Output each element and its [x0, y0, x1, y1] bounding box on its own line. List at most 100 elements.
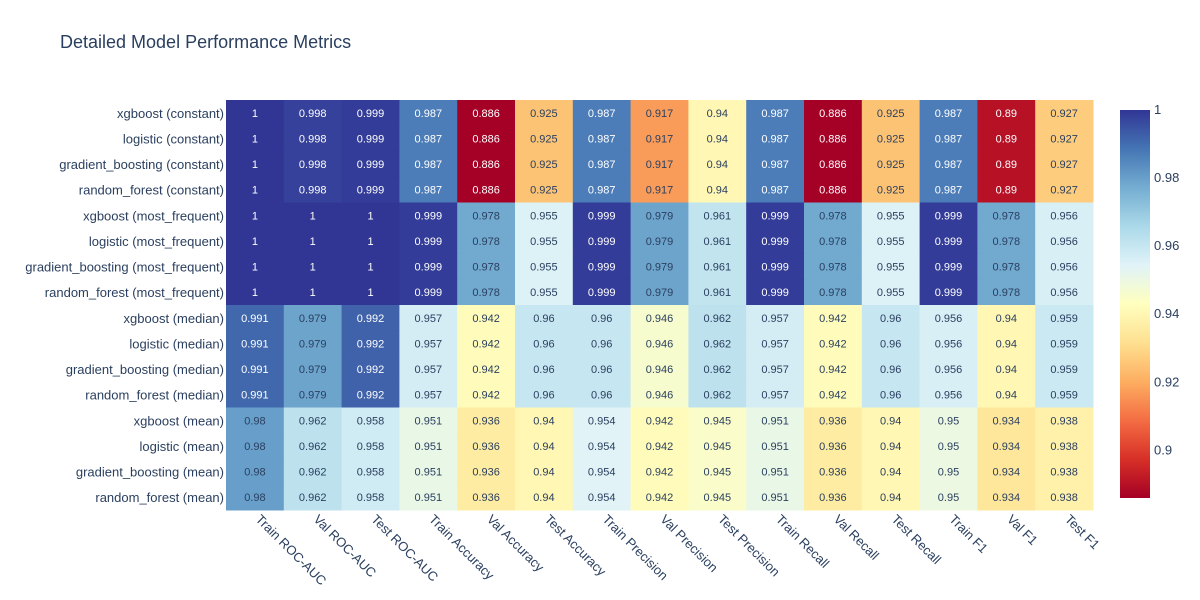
- heatmap-cell[interactable]: [919, 407, 978, 434]
- heatmap-cell[interactable]: [283, 228, 343, 255]
- heatmap-cell[interactable]: [1035, 433, 1094, 460]
- heatmap-cell[interactable]: [861, 176, 921, 203]
- heatmap-cell[interactable]: [341, 305, 400, 332]
- heatmap-cell[interactable]: [515, 279, 574, 306]
- heatmap-cell[interactable]: [515, 484, 574, 511]
- heatmap-cell[interactable]: [804, 433, 863, 460]
- heatmap-cell[interactable]: [630, 100, 689, 127]
- heatmap-cell[interactable]: [572, 381, 632, 408]
- heatmap-cell[interactable]: [746, 381, 805, 408]
- heatmap-cell[interactable]: [746, 228, 805, 255]
- heatmap-cell[interactable]: [572, 228, 632, 255]
- heatmap-cell[interactable]: [341, 407, 400, 434]
- heatmap-cell[interactable]: [977, 330, 1036, 357]
- heatmap-cell[interactable]: [341, 228, 400, 255]
- heatmap-cell[interactable]: [804, 176, 863, 203]
- heatmap-cell[interactable]: [572, 458, 632, 485]
- heatmap-cell[interactable]: [341, 279, 400, 306]
- heatmap-cell[interactable]: [977, 202, 1036, 229]
- heatmap-cell[interactable]: [457, 458, 516, 485]
- heatmap-cell[interactable]: [283, 100, 343, 127]
- heatmap-cell[interactable]: [804, 356, 863, 383]
- heatmap-cell[interactable]: [630, 125, 689, 152]
- heatmap-cell[interactable]: [919, 356, 978, 383]
- heatmap-cell[interactable]: [572, 356, 632, 383]
- heatmap-cell[interactable]: [399, 433, 458, 460]
- heatmap-cell[interactable]: [746, 330, 805, 357]
- heatmap-cell[interactable]: [977, 279, 1036, 306]
- heatmap-cell[interactable]: [515, 407, 574, 434]
- heatmap-cell[interactable]: [572, 484, 632, 511]
- heatmap-cell[interactable]: [226, 279, 285, 306]
- heatmap-cell[interactable]: [283, 176, 343, 203]
- heatmap-cell[interactable]: [457, 484, 516, 511]
- heatmap-cell[interactable]: [688, 407, 747, 434]
- heatmap-cell[interactable]: [861, 151, 921, 178]
- heatmap-cell[interactable]: [572, 125, 632, 152]
- heatmap-cell[interactable]: [283, 407, 343, 434]
- heatmap-cell[interactable]: [399, 228, 458, 255]
- heatmap-cell[interactable]: [1035, 458, 1094, 485]
- heatmap-cell[interactable]: [226, 381, 285, 408]
- heatmap-cell[interactable]: [341, 381, 400, 408]
- heatmap-cell[interactable]: [1035, 381, 1094, 408]
- heatmap-cell[interactable]: [226, 330, 285, 357]
- heatmap-cell[interactable]: [977, 305, 1036, 332]
- heatmap-cell[interactable]: [977, 484, 1036, 511]
- heatmap-cell[interactable]: [226, 176, 285, 203]
- heatmap-cell[interactable]: [515, 228, 574, 255]
- heatmap-cell[interactable]: [515, 151, 574, 178]
- heatmap-cell[interactable]: [457, 202, 516, 229]
- heatmap-cell[interactable]: [515, 330, 574, 357]
- heatmap-cell[interactable]: [1035, 407, 1094, 434]
- heatmap-cell[interactable]: [515, 356, 574, 383]
- heatmap-cell[interactable]: [688, 125, 747, 152]
- heatmap-cell[interactable]: [804, 279, 863, 306]
- heatmap-cell[interactable]: [283, 433, 343, 460]
- heatmap-cell[interactable]: [515, 176, 574, 203]
- heatmap-cell[interactable]: [399, 176, 458, 203]
- heatmap-cell[interactable]: [630, 356, 689, 383]
- heatmap-cell[interactable]: [630, 458, 689, 485]
- heatmap-cell[interactable]: [457, 125, 516, 152]
- heatmap-cell[interactable]: [341, 202, 400, 229]
- heatmap-cell[interactable]: [399, 407, 458, 434]
- heatmap-cell[interactable]: [977, 433, 1036, 460]
- heatmap-cell[interactable]: [688, 202, 747, 229]
- heatmap-cell[interactable]: [919, 458, 978, 485]
- heatmap-cell[interactable]: [746, 407, 805, 434]
- heatmap-cell[interactable]: [457, 356, 516, 383]
- heatmap-cell[interactable]: [457, 176, 516, 203]
- heatmap-cell[interactable]: [283, 356, 343, 383]
- heatmap-cell[interactable]: [688, 100, 747, 127]
- heatmap-cell[interactable]: [1035, 151, 1094, 178]
- heatmap-cell[interactable]: [861, 228, 921, 255]
- heatmap-cell[interactable]: [804, 202, 863, 229]
- heatmap-cell[interactable]: [1035, 484, 1094, 511]
- heatmap-cell[interactable]: [804, 407, 863, 434]
- heatmap-cell[interactable]: [341, 458, 400, 485]
- heatmap-cell[interactable]: [977, 458, 1036, 485]
- heatmap-cell[interactable]: [804, 228, 863, 255]
- heatmap-cell[interactable]: [919, 484, 978, 511]
- heatmap-cell[interactable]: [861, 100, 921, 127]
- heatmap-cell[interactable]: [919, 228, 978, 255]
- heatmap-cell[interactable]: [746, 433, 805, 460]
- heatmap-cell[interactable]: [515, 100, 574, 127]
- heatmap-cell[interactable]: [746, 458, 805, 485]
- heatmap-cell[interactable]: [1035, 305, 1094, 332]
- heatmap-cell[interactable]: [804, 100, 863, 127]
- heatmap-cell[interactable]: [688, 381, 747, 408]
- heatmap-cell[interactable]: [283, 151, 343, 178]
- heatmap-cell[interactable]: [341, 100, 400, 127]
- heatmap-cell[interactable]: [1035, 176, 1094, 203]
- heatmap-cell[interactable]: [226, 202, 285, 229]
- heatmap-cell[interactable]: [977, 356, 1036, 383]
- heatmap-cell[interactable]: [283, 305, 343, 332]
- heatmap-cell[interactable]: [283, 381, 343, 408]
- heatmap-cell[interactable]: [804, 484, 863, 511]
- heatmap-cell[interactable]: [630, 381, 689, 408]
- heatmap-cell[interactable]: [572, 100, 632, 127]
- heatmap-cell[interactable]: [804, 253, 863, 280]
- heatmap-cell[interactable]: [977, 125, 1036, 152]
